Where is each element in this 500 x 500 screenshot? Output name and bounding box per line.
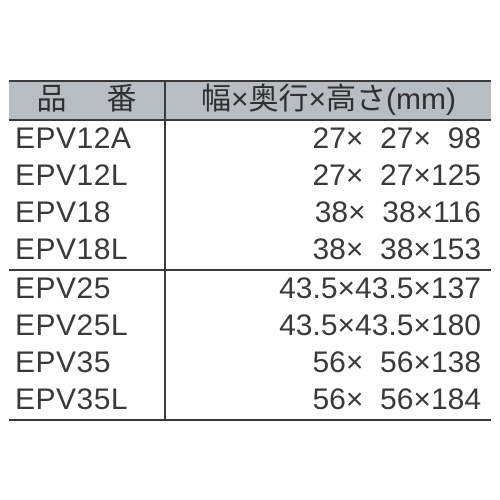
cell-dim: 27× 27× 98 xyxy=(165,120,491,158)
cell-code: EPV18L xyxy=(9,232,165,270)
cell-dim: 43.5×43.5×137 xyxy=(165,270,491,308)
table-row: EPV12A 27× 27× 98 xyxy=(9,120,491,158)
cell-code: EPV25L xyxy=(9,308,165,345)
cell-code: EPV12A xyxy=(9,120,165,158)
table-row: EPV25L 43.5×43.5×180 xyxy=(9,308,491,345)
header-code-char-b: 番 xyxy=(107,83,137,116)
table-row: EPV35L 56× 56×184 xyxy=(9,382,491,420)
cell-code: EPV12L xyxy=(9,158,165,195)
cell-code: EPV25 xyxy=(9,270,165,308)
table-row: EPV35 56× 56×138 xyxy=(9,345,491,382)
spec-table: 品番 幅×奥行×高さ(mm) EPV12A 27× 27× 98 EPV12L … xyxy=(9,80,491,421)
cell-dim: 38× 38×116 xyxy=(165,195,491,232)
page: 品番 幅×奥行×高さ(mm) EPV12A 27× 27× 98 EPV12L … xyxy=(0,0,500,500)
cell-code: EPV35 xyxy=(9,345,165,382)
cell-dim: 38× 38×153 xyxy=(165,232,491,270)
cell-code: EPV35L xyxy=(9,382,165,420)
table-row: EPV25 43.5×43.5×137 xyxy=(9,270,491,308)
header-code: 品番 xyxy=(9,81,165,120)
cell-dim: 56× 56×184 xyxy=(165,382,491,420)
table-body: EPV12A 27× 27× 98 EPV12L 27× 27×125 EPV1… xyxy=(9,120,491,420)
cell-dim: 43.5×43.5×180 xyxy=(165,308,491,345)
cell-dim: 27× 27×125 xyxy=(165,158,491,195)
table-row: EPV12L 27× 27×125 xyxy=(9,158,491,195)
cell-dim: 56× 56×138 xyxy=(165,345,491,382)
table-row: EPV18L 38× 38×153 xyxy=(9,232,491,270)
header-dimensions: 幅×奥行×高さ(mm) xyxy=(165,81,491,120)
table-header: 品番 幅×奥行×高さ(mm) xyxy=(9,81,491,120)
table-row: EPV18 38× 38×116 xyxy=(9,195,491,232)
header-code-char-a: 品 xyxy=(37,83,67,116)
cell-code: EPV18 xyxy=(9,195,165,232)
